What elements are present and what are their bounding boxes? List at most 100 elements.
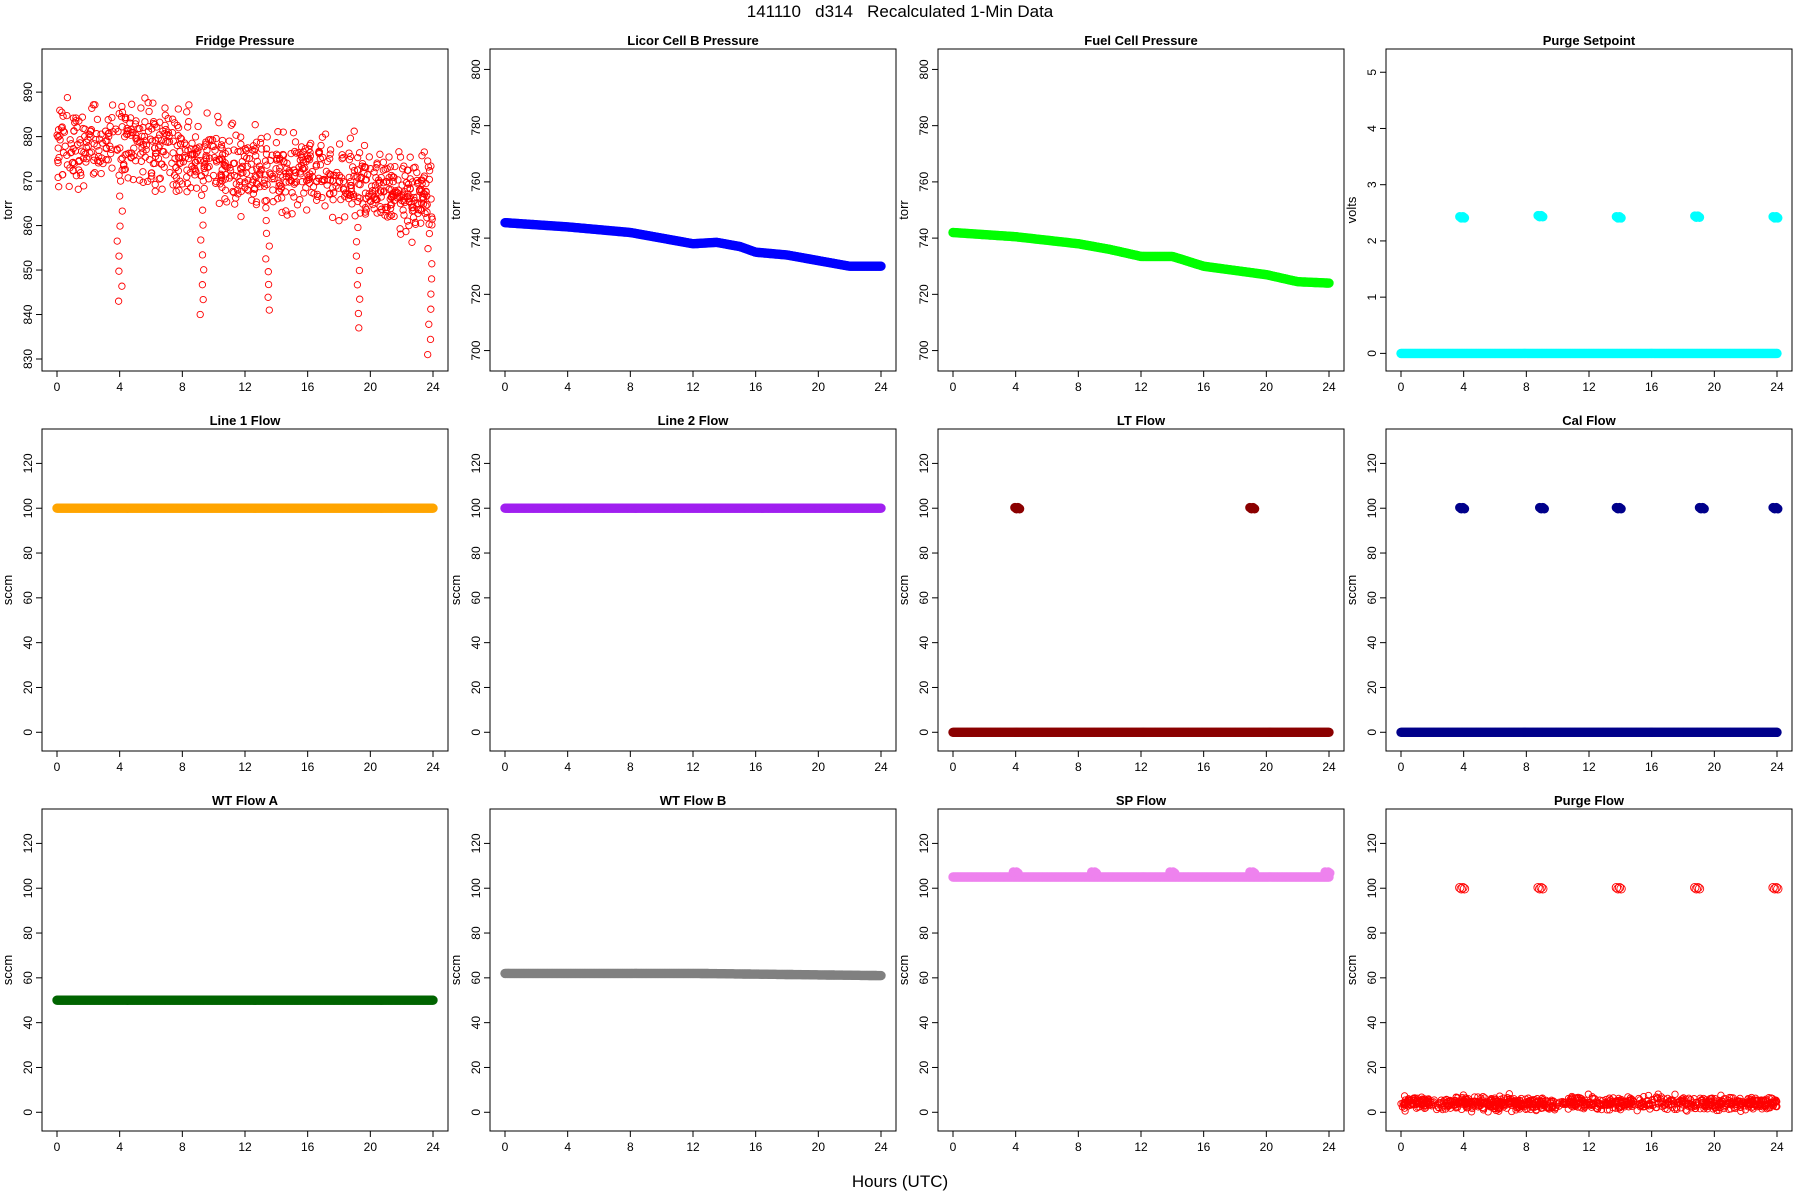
data-point bbox=[419, 200, 428, 208]
data-point bbox=[352, 238, 361, 246]
y-tick-label: 60 bbox=[21, 971, 35, 985]
data-point bbox=[161, 104, 169, 112]
x-tick-label: 16 bbox=[1645, 380, 1659, 394]
x-tick-label: 24 bbox=[874, 760, 888, 774]
y-tick-label: 0 bbox=[1365, 729, 1379, 736]
data-point bbox=[129, 128, 137, 137]
data-point bbox=[394, 186, 403, 194]
y-tick-label: 800 bbox=[917, 59, 931, 79]
data-point bbox=[257, 145, 266, 153]
y-tick-label: 60 bbox=[21, 591, 35, 605]
data-point bbox=[145, 107, 153, 116]
data-point bbox=[427, 305, 435, 313]
x-tick-label: 0 bbox=[502, 1140, 509, 1154]
data-point bbox=[300, 189, 308, 197]
data-point bbox=[256, 139, 265, 147]
data-point bbox=[290, 193, 298, 201]
data-point bbox=[139, 178, 147, 186]
data-point bbox=[172, 181, 181, 189]
data-point bbox=[192, 168, 200, 176]
data-point bbox=[126, 114, 135, 122]
y-tick-label: 0 bbox=[21, 1109, 35, 1116]
x-tick-label: 24 bbox=[1322, 760, 1336, 774]
y-tick-label: 40 bbox=[917, 636, 931, 650]
data-point bbox=[139, 168, 147, 176]
data-point bbox=[424, 157, 432, 165]
y-axis-label: torr bbox=[0, 200, 15, 220]
data-point bbox=[118, 102, 126, 111]
data-point bbox=[1324, 278, 1334, 288]
data-point bbox=[346, 134, 355, 142]
data-point bbox=[389, 178, 397, 186]
y-tick-label: 5 bbox=[1365, 69, 1379, 76]
y-tick-label: 890 bbox=[21, 82, 35, 102]
x-tick-label: 16 bbox=[301, 380, 315, 394]
data-point bbox=[121, 165, 129, 173]
data-point bbox=[243, 162, 252, 171]
data-point bbox=[276, 171, 285, 179]
data-point bbox=[61, 142, 69, 150]
data-point bbox=[59, 171, 67, 179]
x-tick-label: 4 bbox=[564, 1140, 571, 1154]
data-point bbox=[288, 210, 296, 218]
data-point bbox=[269, 198, 277, 206]
data-point bbox=[130, 144, 138, 152]
data-point bbox=[267, 170, 275, 179]
data-point bbox=[199, 295, 207, 304]
x-tick-label: 20 bbox=[812, 1140, 826, 1154]
data-point bbox=[276, 181, 285, 189]
data-point bbox=[252, 200, 261, 209]
data-point bbox=[406, 175, 414, 183]
data-point bbox=[274, 128, 282, 136]
y-tick-label: 870 bbox=[21, 171, 35, 191]
data-point bbox=[209, 142, 218, 151]
data-point bbox=[217, 143, 225, 152]
data-point bbox=[396, 225, 404, 233]
data-point bbox=[169, 181, 177, 189]
data-point bbox=[229, 159, 238, 168]
plot-frame bbox=[41, 808, 449, 1132]
data-point bbox=[391, 162, 399, 171]
data-point bbox=[237, 169, 245, 177]
y-axis-label: sccm bbox=[1344, 575, 1359, 605]
data-point bbox=[1249, 504, 1260, 514]
x-tick-label: 24 bbox=[426, 760, 440, 774]
data-point bbox=[75, 166, 83, 174]
data-point bbox=[200, 266, 208, 274]
plot-frame bbox=[1385, 48, 1793, 372]
y-tick-label: 0 bbox=[1365, 350, 1379, 357]
data-point bbox=[261, 157, 270, 165]
data-point bbox=[59, 112, 67, 120]
data-point bbox=[191, 171, 199, 179]
x-tick-label: 12 bbox=[1134, 380, 1148, 394]
data-point bbox=[69, 166, 77, 174]
x-tick-label: 0 bbox=[54, 380, 61, 394]
data-point bbox=[1699, 504, 1709, 514]
data-point bbox=[405, 197, 413, 206]
data-point bbox=[95, 146, 103, 155]
data-point bbox=[356, 209, 364, 217]
x-tick-label: 4 bbox=[1012, 380, 1019, 394]
data-point bbox=[319, 153, 327, 162]
chart-title: Line 2 Flow bbox=[658, 413, 730, 428]
data-point bbox=[151, 152, 160, 161]
y-tick-label: 760 bbox=[917, 172, 931, 192]
y-tick-label: 60 bbox=[1365, 591, 1379, 605]
data-point bbox=[200, 164, 208, 173]
data-point bbox=[93, 115, 102, 124]
chart-title: Cal Flow bbox=[1562, 413, 1616, 428]
data-point bbox=[338, 151, 346, 159]
y-axis-label: sccm bbox=[896, 955, 911, 985]
data-point bbox=[361, 176, 370, 184]
data-point bbox=[191, 159, 199, 167]
data-point bbox=[382, 206, 390, 214]
data-point bbox=[58, 123, 66, 131]
data-point bbox=[425, 220, 433, 228]
data-point bbox=[216, 180, 224, 188]
data-point bbox=[262, 145, 271, 153]
x-tick-label: 20 bbox=[1708, 760, 1722, 774]
data-point bbox=[350, 172, 358, 180]
data-point bbox=[211, 146, 219, 154]
x-tick-label: 0 bbox=[950, 380, 957, 394]
